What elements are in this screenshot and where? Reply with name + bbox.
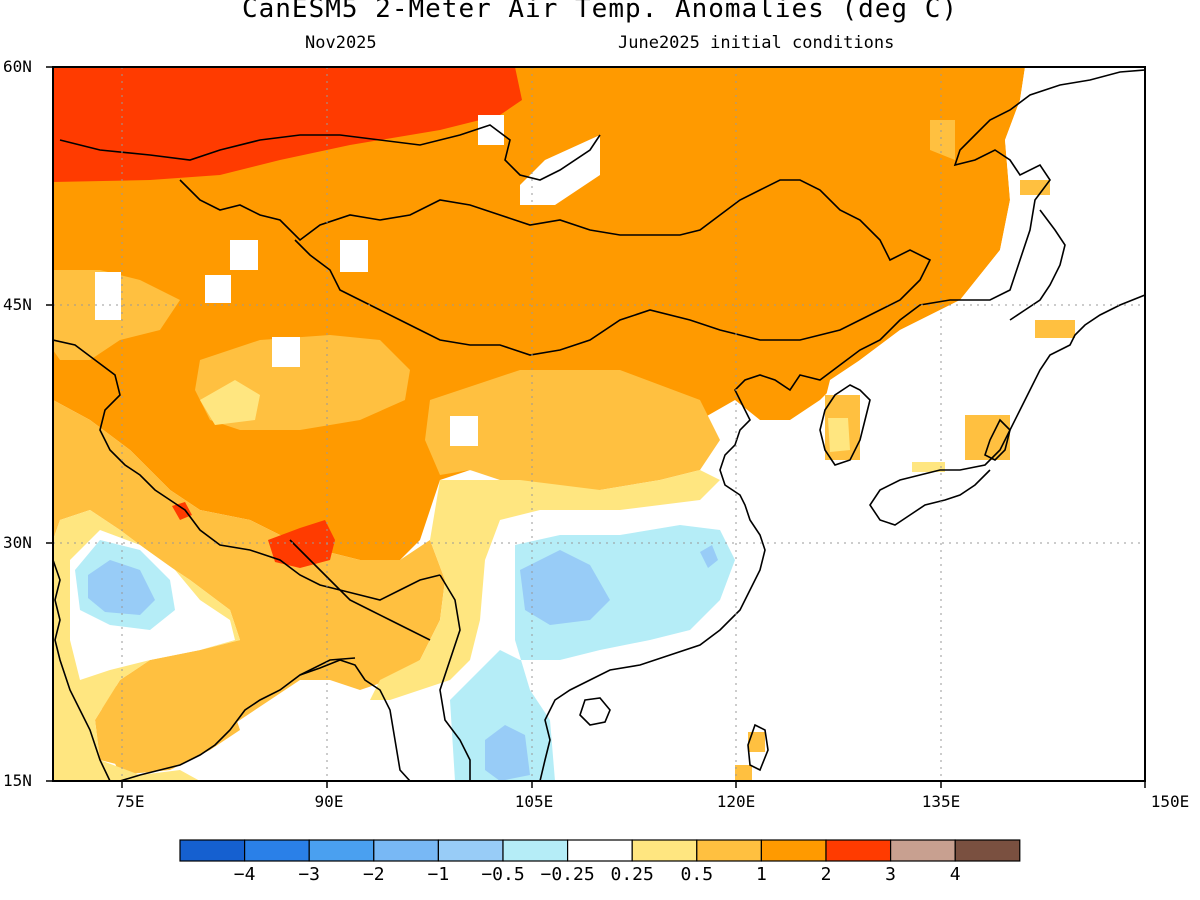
masked-cell	[478, 115, 504, 145]
colorbar-label: 2	[820, 864, 832, 885]
colorbar-label: −2	[362, 864, 385, 885]
lon-label-135e: 135E	[921, 792, 961, 811]
masked-cell	[205, 275, 231, 303]
anomaly-field	[53, 67, 1145, 781]
grid-lines	[53, 67, 1145, 781]
lat-label-30n: 30N	[3, 533, 32, 552]
map-title: CanESM5 2-Meter Air Temp. Anomalies (deg…	[241, 0, 959, 24]
colorbar-label: 0.5	[680, 864, 714, 885]
colorbar-swatch	[502, 839, 569, 862]
colorbar-swatch	[631, 839, 698, 862]
colorbar-swatch	[696, 839, 762, 862]
colorbar-label: −0.5	[481, 864, 525, 885]
anomaly-region-2-to-3	[172, 502, 192, 520]
anomaly-region-negative-0.5-to-1	[88, 560, 155, 615]
anomaly-region-0.5-to-1	[53, 400, 445, 770]
anomaly-region-0.25-to-0.5	[828, 418, 850, 452]
ocean-area	[735, 67, 1145, 781]
colorbar-swatch	[825, 839, 892, 862]
anomaly-region-negative-0.5-to-1	[485, 725, 530, 781]
anomaly-region-0.5-to-1	[1035, 320, 1075, 338]
colorbar-label: 1	[755, 864, 767, 885]
colorbar-label: −4	[233, 864, 256, 885]
colorbar-label: −0.25	[540, 864, 595, 885]
axis-ticks	[46, 66, 1146, 788]
anomaly-region-0.5-to-1	[748, 732, 765, 752]
map-frame	[52, 66, 1146, 782]
colorbar-swatch	[954, 839, 1021, 862]
colorbar-swatch	[373, 839, 439, 862]
anomaly-region-0.25-to-0.5	[912, 462, 945, 472]
lat-label-15n: 15N	[3, 771, 32, 790]
colorbar-label: 3	[885, 864, 897, 885]
anomaly-region-0.5-to-1	[425, 370, 720, 490]
colorbar-swatch	[889, 839, 956, 862]
colorbar-swatch	[760, 839, 827, 862]
anomaly-region-2-to-3	[53, 67, 522, 182]
colorbar-swatch	[308, 839, 375, 862]
colorbar	[179, 839, 1021, 862]
colorbar-label: 0.25	[610, 864, 654, 885]
anomaly-region-0.25-to-0.5	[200, 380, 260, 425]
anomaly-region-0.5-to-1	[735, 765, 752, 781]
masked-cell	[450, 416, 478, 446]
anomaly-region-1-to-2	[53, 67, 1025, 560]
colorbar-label: −3	[298, 864, 321, 885]
masked-cell	[230, 240, 258, 270]
lon-label-120e: 120E	[716, 792, 756, 811]
anomaly-region-negative-0.25-to-0.5	[450, 525, 735, 781]
colorbar-swatch	[244, 839, 310, 862]
masked-cell	[95, 272, 121, 320]
colorbar-label: −1	[427, 864, 450, 885]
lon-label-105e: 105E	[514, 792, 554, 811]
lon-label-150e: 150E	[1150, 792, 1190, 811]
anomaly-region-0.25-to-0.5	[370, 470, 720, 700]
anomaly-region-negative-0.5-to-1	[520, 550, 610, 625]
initial-conditions: June2025 initial conditions	[618, 33, 895, 53]
anomaly-region-0.5-to-1	[930, 120, 955, 160]
lat-label-60n: 60N	[3, 57, 32, 76]
coastlines-and-borders	[53, 69, 1145, 781]
forecast-month: Nov2025	[305, 33, 377, 53]
colorbar-label: 4	[949, 864, 961, 885]
anomaly-region-2-to-3	[268, 520, 335, 568]
masked-cell	[272, 337, 300, 367]
masked-cell	[340, 240, 368, 272]
colorbar-swatch	[437, 839, 504, 862]
colorbar-swatch	[566, 839, 633, 862]
lon-label-75e: 75E	[115, 792, 145, 811]
lon-label-90e: 90E	[314, 792, 344, 811]
anomaly-region-negative-0.5-to-1	[700, 545, 718, 568]
colorbar-swatch	[179, 839, 246, 862]
anomaly-region-0.5-to-1	[1020, 180, 1050, 195]
anomaly-region-0.5-to-1	[965, 415, 1010, 460]
lat-label-45n: 45N	[3, 295, 32, 314]
